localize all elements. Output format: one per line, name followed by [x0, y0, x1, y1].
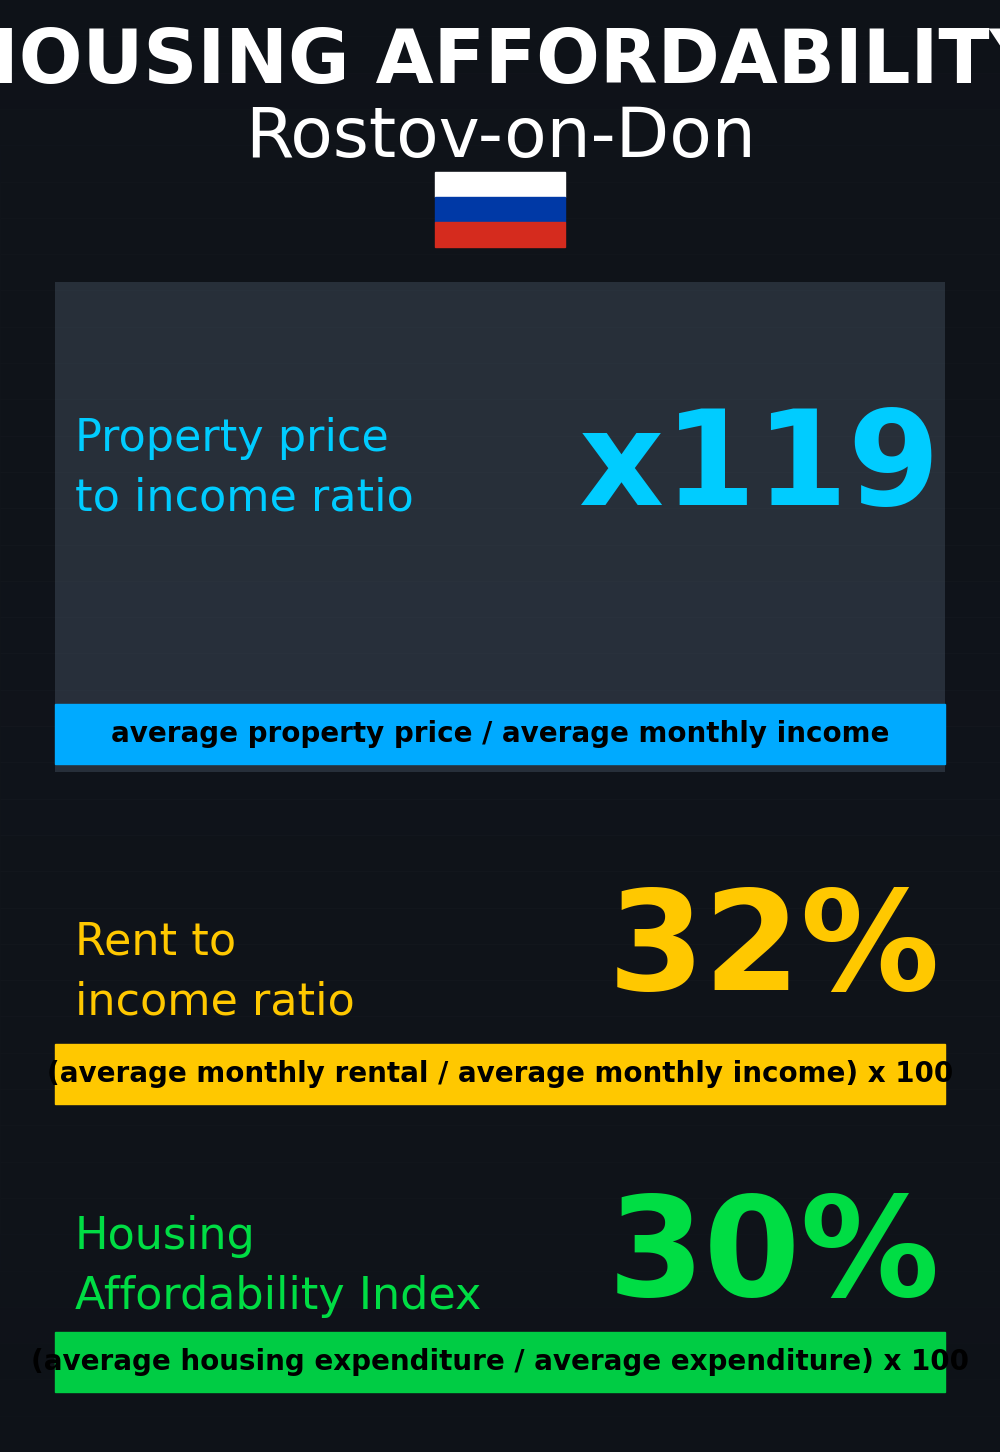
Bar — [0, 1343, 1000, 1379]
Bar — [435, 222, 565, 247]
Bar — [0, 762, 1000, 799]
Text: Rent to
income ratio: Rent to income ratio — [75, 921, 355, 1024]
Text: 30%: 30% — [608, 1189, 940, 1324]
Bar — [0, 327, 1000, 363]
Bar — [0, 1089, 1000, 1125]
Text: HOUSING AFFORDABILITY: HOUSING AFFORDABILITY — [0, 26, 1000, 99]
Bar — [0, 690, 1000, 726]
Bar — [0, 1379, 1000, 1416]
Bar — [0, 653, 1000, 690]
Bar — [0, 835, 1000, 871]
Bar — [0, 254, 1000, 290]
Bar — [0, 145, 1000, 182]
Bar — [0, 436, 1000, 472]
Bar — [0, 617, 1000, 653]
Bar — [55, 282, 945, 772]
Bar — [0, 0, 1000, 36]
Bar — [0, 908, 1000, 944]
Text: 32%: 32% — [608, 884, 940, 1019]
Bar — [435, 197, 565, 222]
Bar — [0, 544, 1000, 581]
Bar — [0, 73, 1000, 109]
Text: Property price
to income ratio: Property price to income ratio — [75, 417, 414, 520]
Bar — [0, 1270, 1000, 1307]
Bar — [0, 472, 1000, 508]
Bar — [0, 109, 1000, 145]
Text: (average housing expenditure / average expenditure) x 100: (average housing expenditure / average e… — [31, 1347, 969, 1376]
Bar — [0, 1162, 1000, 1198]
Text: Housing
Affordability Index: Housing Affordability Index — [75, 1215, 481, 1318]
Bar — [0, 182, 1000, 218]
Bar — [0, 1307, 1000, 1343]
Bar — [55, 1044, 945, 1104]
Bar — [0, 1125, 1000, 1162]
Bar — [0, 871, 1000, 908]
Bar — [435, 171, 565, 197]
Bar — [0, 726, 1000, 762]
Bar — [0, 290, 1000, 327]
Bar — [0, 980, 1000, 1016]
Bar — [0, 799, 1000, 835]
Bar — [0, 508, 1000, 544]
Bar — [0, 1198, 1000, 1234]
Text: (average monthly rental / average monthly income) x 100: (average monthly rental / average monthl… — [47, 1060, 953, 1088]
Bar — [55, 704, 945, 764]
Bar — [0, 581, 1000, 617]
Text: Rostov-on-Don: Rostov-on-Don — [245, 103, 755, 170]
Bar — [0, 399, 1000, 436]
Bar — [0, 1234, 1000, 1270]
Bar — [0, 1016, 1000, 1053]
Bar — [0, 1053, 1000, 1089]
Text: average property price / average monthly income: average property price / average monthly… — [111, 720, 889, 748]
Bar — [55, 1331, 945, 1392]
Bar — [0, 1416, 1000, 1452]
Bar — [0, 218, 1000, 254]
Bar — [0, 363, 1000, 399]
Bar — [0, 944, 1000, 980]
Text: x119: x119 — [579, 405, 940, 531]
Bar — [0, 36, 1000, 73]
